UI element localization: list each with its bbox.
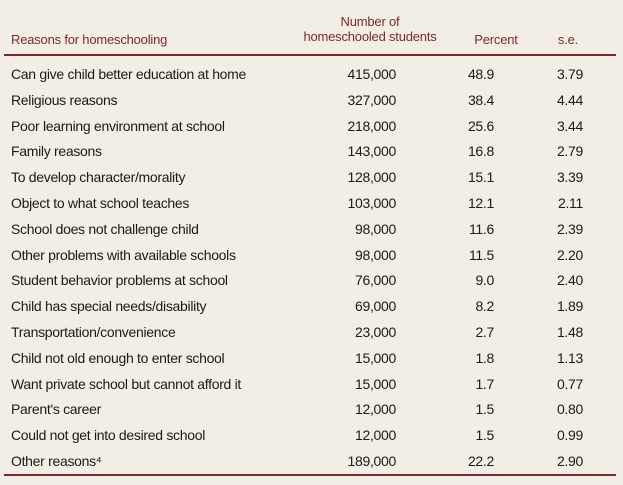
row-percent: 38.4 [467, 91, 494, 108]
row-number: 12,000 [354, 401, 396, 418]
row-se: 3.44 [556, 117, 583, 134]
row-percent: 1.5 [475, 401, 494, 418]
row-number: 76,000 [354, 272, 396, 289]
header-percent: Percent [474, 32, 518, 47]
row-se: 2.11 [557, 194, 583, 211]
row-percent: 2.7 [475, 323, 494, 340]
table-header: Reasons for homeschooling Number of home… [0, 0, 623, 52]
row-reason: To develop character/morality [11, 169, 186, 186]
row-number: 415,000 [347, 66, 396, 82]
table-row: Child not old enough to enter school 15,0… [0, 346, 623, 372]
table-row: School does not challenge child 98,000 11.… [0, 217, 623, 243]
row-reason: Could not get into desired school [11, 427, 206, 444]
row-reason: Transportation/convenience [11, 323, 176, 340]
row-number: 143,000 [347, 143, 396, 160]
row-percent: 9.0 [475, 272, 494, 289]
bottom-divider [4, 474, 616, 476]
row-reason: Object to what school teaches [11, 194, 190, 211]
row-percent: 11.6 [468, 220, 494, 237]
row-se: 0.77 [556, 375, 583, 392]
row-number: 189,000 [347, 452, 396, 469]
table-row: Child has special needs/disability 69,000… [0, 294, 623, 320]
row-se: 2.40 [556, 272, 583, 289]
row-number: 327,000 [347, 91, 396, 108]
row-percent: 11.5 [468, 246, 494, 263]
row-se: 0.80 [556, 401, 583, 418]
row-percent: 12.1 [467, 194, 494, 211]
table-row: Can give child better education at home 4… [0, 62, 623, 88]
header-number: Number of homeschooled students [290, 14, 450, 44]
table-row: Object to what school teaches 103,000 12.1… [0, 191, 623, 217]
row-percent: 1.7 [475, 375, 494, 392]
row-percent: 22.2 [467, 452, 494, 469]
row-reason: Parent's career [11, 401, 101, 418]
row-se: 4.44 [556, 91, 583, 108]
row-reason: Religious reasons [11, 91, 118, 108]
header-se: s.e. [557, 32, 579, 47]
row-number: 98,000 [354, 246, 396, 263]
row-number: 15,000 [354, 375, 396, 392]
row-number: 218,000 [347, 117, 396, 134]
table-row: Want private school but cannot afford it… [0, 372, 623, 398]
row-se: 3.39 [556, 169, 583, 186]
table-row: Transportation/convenience 23,000 2.7 1.48 [0, 320, 623, 346]
header-divider [4, 54, 616, 56]
row-reason: Child has special needs/disability [11, 298, 207, 315]
row-se: 2.20 [556, 246, 583, 263]
header-reasons: Reasons for homeschooling [11, 32, 168, 47]
row-se: 2.39 [556, 220, 583, 237]
row-se: 1.13 [556, 349, 583, 366]
row-reason: Family reasons [11, 143, 102, 160]
table-row: To develop character/morality 128,000 15.1… [0, 165, 623, 191]
row-number: 23,000 [354, 323, 396, 340]
row-se: 2.90 [556, 452, 583, 469]
row-reason: School does not challenge child [11, 220, 199, 237]
row-reason: Student behavior problems at school [11, 272, 228, 289]
row-number: 103,000 [347, 194, 396, 211]
table-row: Could not get into desired school 12,000 1… [0, 423, 623, 449]
row-reason: Other reasons⁴ [11, 452, 102, 469]
row-reason: Want private school but cannot afford it [11, 375, 242, 392]
row-percent: 15.1 [467, 169, 494, 186]
row-number: 15,000 [354, 349, 396, 366]
row-reason: Poor learning environment at school [11, 117, 225, 134]
row-number: 12,000 [354, 427, 396, 444]
header-number-line1: Number of [340, 14, 400, 29]
header-number-line2: homeschooled students [303, 29, 437, 44]
row-percent: 1.5 [475, 427, 494, 444]
row-se: 1.89 [556, 298, 583, 315]
table-row: Other problems with available schools 98,… [0, 243, 623, 269]
row-percent: 25.6 [467, 117, 494, 134]
row-se: 2.79 [556, 143, 583, 160]
table-row: Religious reasons 327,000 38.4 4.44 [0, 88, 623, 114]
table-row: Student behavior problems at school 76,00… [0, 268, 623, 294]
row-reason: Other problems with available schools [11, 246, 236, 263]
row-se: 0.99 [556, 427, 583, 444]
row-percent: 16.8 [467, 143, 494, 160]
row-number: 128,000 [347, 169, 396, 186]
row-reason: Child not old enough to enter school [11, 349, 225, 366]
row-number: 69,000 [354, 298, 396, 315]
row-number: 98,000 [354, 220, 396, 237]
row-percent: 1.8 [475, 349, 494, 366]
row-se: 1.48 [556, 323, 583, 340]
row-reason: Can give child better education at home [11, 66, 247, 82]
table-row: Poor learning environment at school 218,0… [0, 114, 623, 140]
table-row: Parent's career 12,000 1.5 0.80 [0, 397, 623, 423]
table-row: Other reasons⁴ 189,000 22.2 2.90 [0, 449, 623, 475]
row-percent: 8.2 [475, 298, 494, 315]
row-se: 3.79 [556, 66, 583, 82]
table-row: Family reasons 143,000 16.8 2.79 [0, 139, 623, 165]
row-percent: 48.9 [467, 66, 494, 82]
table-body: Can give child better education at home 4… [0, 62, 623, 475]
